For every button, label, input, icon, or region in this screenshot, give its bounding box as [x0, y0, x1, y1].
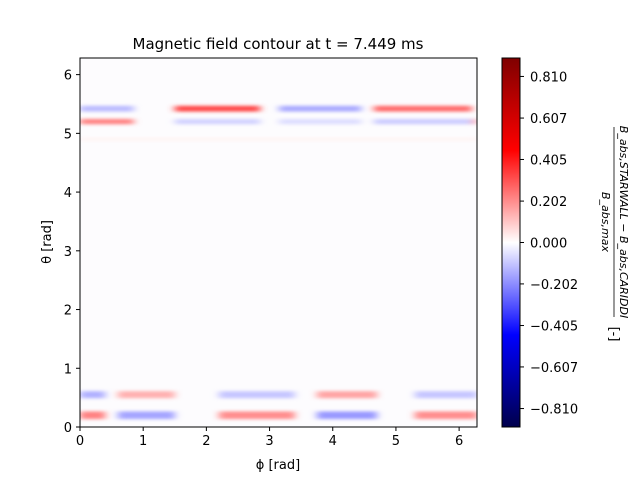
x-tick-label: 5 — [392, 434, 400, 449]
field-band-segment — [117, 391, 175, 399]
field-band-segment — [316, 411, 377, 420]
field-band-segment — [174, 118, 261, 125]
y-tick-label: 2 — [64, 304, 72, 319]
field-band-segment — [80, 411, 106, 420]
colorbar-tick-label: 0.810 — [530, 70, 567, 85]
field-bands — [80, 105, 477, 420]
x-axis-label: ϕ [rad] — [256, 458, 300, 473]
x-tick-label: 3 — [265, 434, 273, 449]
colorbar-tick-label: 0.202 — [530, 195, 567, 210]
y-axis-ticks: 0 1 2 3 4 5 6 — [64, 69, 80, 436]
y-tick-label: 1 — [64, 362, 72, 377]
y-axis-label: θ [rad] — [40, 220, 55, 264]
field-band-segment — [117, 411, 175, 420]
plot-background — [80, 58, 477, 427]
field-band-segment — [279, 118, 362, 125]
field-band-segment — [219, 411, 295, 420]
field-band-segment — [316, 391, 377, 399]
y-tick-label: 3 — [64, 245, 72, 260]
x-axis-ticks: 0 1 2 3 4 5 6 — [76, 427, 463, 449]
field-band-segment — [80, 391, 106, 399]
x-tick-label: 0 — [76, 434, 84, 449]
plot-frame — [79, 57, 478, 428]
colorbar-tick-label: 0.405 — [530, 153, 567, 168]
y-tick-label: 0 — [64, 421, 72, 436]
colorbar-tick-label: 0.000 — [530, 237, 567, 252]
colorbar-gradient — [501, 57, 521, 428]
colorbar-tick-label: −0.810 — [530, 403, 578, 418]
colorbar-label-numerator: B_abs,STARWALL − B_abs,CARIDDI — [617, 126, 630, 318]
chart-title: Magnetic field contour at t = 7.449 ms — [133, 35, 424, 53]
colorbar-tick-label: −0.202 — [530, 278, 578, 293]
x-tick-label: 4 — [329, 434, 337, 449]
colorbar-ticks: 0.810 0.607 0.405 0.202 0.000 −0.202 −0.405 −0.… — [520, 70, 578, 418]
field-band-segment — [373, 105, 472, 112]
field-band-segment — [279, 105, 362, 112]
colorbar-label-denominator: B_abs,max — [599, 192, 612, 252]
field-band-segment — [174, 105, 261, 112]
colorbar-label-unit: [-] — [606, 327, 621, 342]
field-band-segment — [80, 105, 134, 112]
colorbar-tick-label: −0.405 — [530, 320, 578, 335]
x-tick-label: 2 — [202, 434, 210, 449]
y-tick-label: 6 — [64, 69, 72, 84]
field-band-segment — [414, 391, 477, 399]
field-band-segment — [80, 118, 134, 125]
x-tick-label: 6 — [455, 434, 463, 449]
plot-area: 0 1 2 3 4 5 6 0 1 2 3 4 5 6 — [64, 57, 478, 449]
y-tick-label: 4 — [64, 186, 72, 201]
x-tick-label: 1 — [139, 434, 147, 449]
field-band-segment — [471, 118, 477, 125]
field-band-segment — [219, 391, 295, 399]
field-band-segment — [414, 411, 477, 420]
field-band-segment — [373, 118, 472, 125]
colorbar-label: B_abs,STARWALL − B_abs,CARIDDI B_abs,max… — [599, 126, 630, 342]
field-band-segment — [80, 137, 477, 141]
colorbar: 0.810 0.607 0.405 0.202 0.000 −0.202 −0.405 −0.… — [501, 57, 630, 428]
colorbar-tick-label: 0.607 — [530, 112, 567, 127]
y-tick-label: 5 — [64, 127, 72, 142]
colorbar-tick-label: −0.607 — [530, 361, 578, 376]
